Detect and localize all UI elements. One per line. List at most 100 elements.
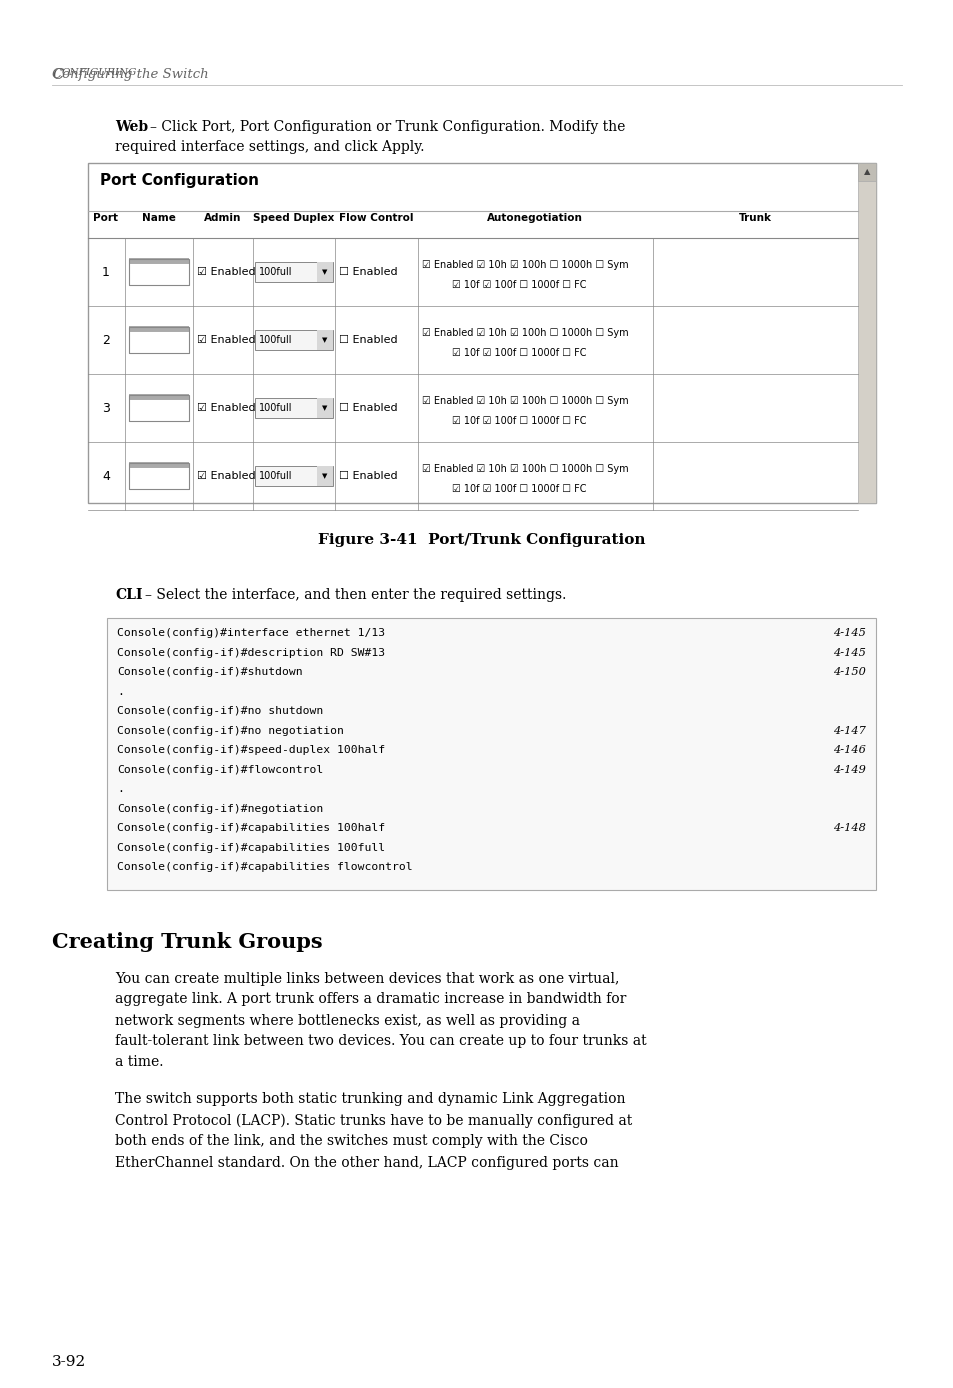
Text: aggregate link. A port trunk offers a dramatic increase in bandwidth for: aggregate link. A port trunk offers a dr… (115, 992, 626, 1006)
Text: ☑ 10f ☑ 100f ☐ 1000f ☐ FC: ☑ 10f ☑ 100f ☐ 1000f ☐ FC (452, 348, 586, 358)
Text: 2: 2 (102, 333, 110, 347)
Text: Admin: Admin (204, 212, 241, 223)
Text: – Select the interface, and then enter the required settings.: – Select the interface, and then enter t… (145, 589, 566, 602)
Text: ▲: ▲ (862, 168, 869, 176)
Text: ☑ Enabled: ☑ Enabled (196, 471, 255, 482)
Text: 3: 3 (102, 401, 110, 415)
Bar (129, 328, 189, 353)
Text: 4-149: 4-149 (832, 765, 865, 775)
Text: ☑ Enabled ☑ 10h ☑ 100h ☐ 1000h ☐ Sym: ☑ Enabled ☑ 10h ☑ 100h ☐ 1000h ☐ Sym (421, 396, 628, 407)
Text: .: . (117, 687, 124, 697)
Text: – Click Port, Port Configuration or Trunk Configuration. Modify the: – Click Port, Port Configuration or Trun… (150, 119, 625, 135)
Bar (316, 262, 333, 282)
Text: Autonegotiation: Autonegotiation (487, 212, 582, 223)
Text: 1: 1 (102, 265, 110, 279)
Text: You can create multiple links between devices that work as one virtual,: You can create multiple links between de… (115, 972, 618, 985)
Bar (254, 466, 333, 486)
Text: 100full: 100full (258, 403, 293, 414)
Text: ▼: ▼ (322, 473, 327, 479)
Text: required interface settings, and click Apply.: required interface settings, and click A… (115, 140, 424, 154)
Text: Figure 3-41  Port/Trunk Configuration: Figure 3-41 Port/Trunk Configuration (318, 533, 645, 547)
Text: Speed Duplex: Speed Duplex (253, 212, 335, 223)
Text: Console(config-if)#capabilities 100full: Console(config-if)#capabilities 100full (117, 843, 385, 852)
Bar (129, 258, 189, 262)
Bar (88, 162, 875, 502)
Text: Control Protocol (LACP). Static trunks have to be manually configured at: Control Protocol (LACP). Static trunks h… (115, 1113, 632, 1128)
Text: ☑ Enabled ☑ 10h ☑ 100h ☐ 1000h ☐ Sym: ☑ Enabled ☑ 10h ☑ 100h ☐ 1000h ☐ Sym (421, 328, 628, 339)
Text: ☐ Enabled: ☐ Enabled (338, 335, 397, 346)
Bar (129, 462, 189, 466)
Text: ▼: ▼ (322, 269, 327, 275)
Bar (254, 330, 333, 350)
Text: Console(config-if)#capabilities 100half: Console(config-if)#capabilities 100half (117, 823, 385, 833)
Text: ONFIGURING: ONFIGURING (62, 68, 137, 76)
Bar (857, 162, 875, 502)
Text: EtherChannel standard. On the other hand, LACP configured ports can: EtherChannel standard. On the other hand… (115, 1155, 618, 1170)
Text: ☑ 10f ☑ 100f ☐ 1000f ☐ FC: ☑ 10f ☑ 100f ☐ 1000f ☐ FC (452, 416, 586, 426)
Text: Web: Web (115, 119, 148, 135)
Text: ☐ Enabled: ☐ Enabled (338, 266, 397, 278)
Text: Port Configuration: Port Configuration (100, 174, 258, 187)
Text: 4-145: 4-145 (832, 647, 865, 658)
Text: 4-145: 4-145 (832, 627, 865, 638)
Bar (129, 330, 189, 353)
Text: network segments where bottlenecks exist, as well as providing a: network segments where bottlenecks exist… (115, 1013, 579, 1027)
Text: a time.: a time. (115, 1055, 163, 1070)
Text: Console(config)#interface ethernet 1/13: Console(config)#interface ethernet 1/13 (117, 627, 385, 638)
Text: Creating Trunk Groups: Creating Trunk Groups (52, 931, 322, 952)
Text: Trunk: Trunk (738, 212, 771, 223)
Text: both ends of the link, and the switches must comply with the Cisco: both ends of the link, and the switches … (115, 1134, 587, 1148)
Text: fault-tolerant link between two devices. You can create up to four trunks at: fault-tolerant link between two devices.… (115, 1034, 646, 1048)
Bar (129, 466, 189, 489)
Text: ☑ 10f ☑ 100f ☐ 1000f ☐ FC: ☑ 10f ☑ 100f ☐ 1000f ☐ FC (452, 280, 586, 290)
Text: Console(config-if)#negotiation: Console(config-if)#negotiation (117, 804, 323, 813)
Text: Console(config-if)#capabilities flowcontrol: Console(config-if)#capabilities flowcont… (117, 862, 413, 872)
Text: ☑ Enabled: ☑ Enabled (196, 266, 255, 278)
Text: 100full: 100full (258, 266, 293, 278)
Bar (129, 260, 189, 285)
Text: Console(config-if)#flowcontrol: Console(config-if)#flowcontrol (117, 765, 323, 775)
Text: Console(config-if)#no shutdown: Console(config-if)#no shutdown (117, 706, 323, 716)
Bar (129, 394, 189, 398)
Text: ▼: ▼ (322, 405, 327, 411)
Bar (129, 396, 189, 421)
Text: Configuring the Switch: Configuring the Switch (52, 68, 209, 81)
Text: ☑ Enabled ☑ 10h ☑ 100h ☐ 1000h ☐ Sym: ☑ Enabled ☑ 10h ☑ 100h ☐ 1000h ☐ Sym (421, 260, 628, 271)
Bar (129, 464, 189, 489)
Bar (254, 262, 333, 282)
Text: 4-147: 4-147 (832, 726, 865, 736)
Text: 100full: 100full (258, 335, 293, 346)
Text: 4: 4 (102, 469, 110, 483)
Text: 4-148: 4-148 (832, 823, 865, 833)
Text: Console(config-if)#description RD SW#13: Console(config-if)#description RD SW#13 (117, 647, 385, 658)
Bar (316, 398, 333, 418)
Text: ☐ Enabled: ☐ Enabled (338, 403, 397, 414)
Bar (129, 326, 189, 330)
Text: .: . (117, 784, 124, 794)
Bar (107, 618, 875, 890)
Bar (857, 162, 875, 180)
Text: ▼: ▼ (322, 337, 327, 343)
Text: 3-92: 3-92 (52, 1355, 86, 1369)
Text: Name: Name (142, 212, 175, 223)
Text: Flow Control: Flow Control (338, 212, 413, 223)
Text: Console(config-if)#no negotiation: Console(config-if)#no negotiation (117, 726, 343, 736)
Text: The switch supports both static trunking and dynamic Link Aggregation: The switch supports both static trunking… (115, 1092, 625, 1106)
Text: CLI: CLI (115, 589, 142, 602)
Text: ☑ Enabled: ☑ Enabled (196, 335, 255, 346)
Text: 100full: 100full (258, 471, 293, 482)
Bar (316, 466, 333, 486)
Text: C: C (52, 68, 63, 82)
Text: 4-146: 4-146 (832, 745, 865, 755)
Text: Console(config-if)#speed-duplex 100half: Console(config-if)#speed-duplex 100half (117, 745, 385, 755)
Text: Console(config-if)#shutdown: Console(config-if)#shutdown (117, 668, 302, 677)
Text: Port: Port (93, 212, 118, 223)
Text: ☐ Enabled: ☐ Enabled (338, 471, 397, 482)
Bar (129, 262, 189, 285)
Text: ☑ 10f ☑ 100f ☐ 1000f ☐ FC: ☑ 10f ☑ 100f ☐ 1000f ☐ FC (452, 484, 586, 494)
Bar (316, 330, 333, 350)
Text: 4-150: 4-150 (832, 668, 865, 677)
Bar (254, 398, 333, 418)
Bar (129, 398, 189, 421)
Text: ☑ Enabled ☑ 10h ☑ 100h ☐ 1000h ☐ Sym: ☑ Enabled ☑ 10h ☑ 100h ☐ 1000h ☐ Sym (421, 464, 628, 473)
